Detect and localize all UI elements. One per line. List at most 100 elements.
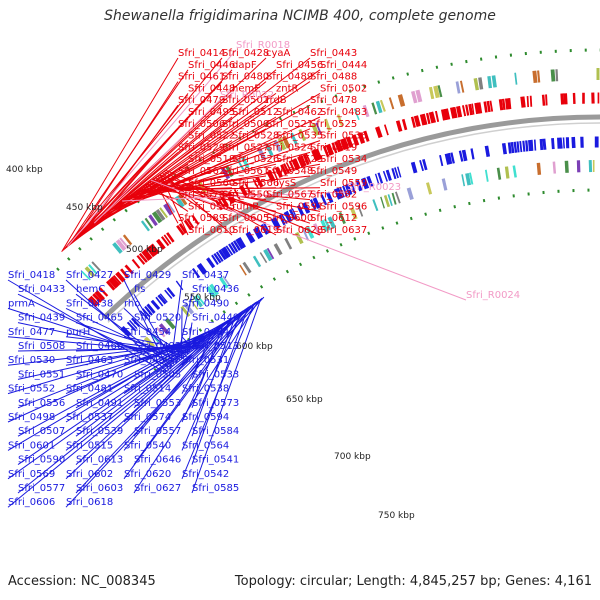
forward-gene-arrow	[322, 145, 330, 157]
reverse-gene-label: Sfri_0613	[76, 455, 123, 466]
reverse-gene-label: Sfri_0498	[8, 412, 55, 423]
backbone-inner	[107, 122, 600, 323]
forward-gene-arrow	[233, 189, 241, 200]
cog-category-block	[394, 191, 401, 204]
forward-gene-label: Sfri_0565	[188, 201, 235, 212]
cog-category-block	[193, 295, 203, 308]
forward-gene-arrow	[357, 132, 366, 144]
forward-gene-arrow	[252, 178, 260, 190]
reverse-gene-arrow	[377, 172, 384, 184]
forward-gene-arrow	[285, 162, 293, 173]
leader-line	[17, 337, 207, 380]
forward-gene-label: Sfri_0591	[276, 201, 323, 212]
reverse-gene-arrow	[122, 326, 132, 335]
cog-category-block	[91, 261, 101, 272]
scale-tick-label: 450 kbp	[66, 203, 103, 213]
outer-dot-ring	[56, 48, 600, 271]
reverse-gene-label: Sfri_0538	[182, 384, 229, 395]
scale-tick-label: 650 kbp	[286, 395, 323, 405]
cog-category-block	[313, 223, 322, 236]
cog-category-block	[219, 276, 229, 289]
reverse-gene-arrow	[191, 267, 201, 279]
leader-line	[73, 81, 179, 241]
leader-line	[181, 311, 243, 451]
leader-line	[7, 306, 250, 480]
forward-gene-arrow	[92, 293, 103, 303]
forward-gene-arrow	[112, 274, 122, 285]
reverse-gene-label: Sfri_0573	[192, 398, 239, 409]
reverse-gene-label: Sfri_0574	[124, 412, 171, 423]
reverse-gene-label: Sfri_0603	[76, 483, 123, 494]
rna-label: Sfri_R0018	[236, 40, 290, 51]
leader-line	[100, 128, 223, 218]
forward-gene-arrow	[178, 223, 188, 234]
reverse-gene-arrow	[223, 246, 231, 258]
cog-category-block	[338, 212, 346, 225]
forward-gene-arrow	[269, 170, 276, 181]
forward-gene-arrow	[163, 234, 172, 245]
leader-line	[65, 313, 239, 451]
reverse-gene-label: Sfri_0460	[76, 341, 123, 352]
forward-gene-arrow	[452, 106, 458, 119]
forward-gene-arrow	[282, 163, 290, 175]
reverse-gene-label: Sfri_0530	[8, 355, 55, 366]
leader-line	[165, 169, 321, 236]
forward-gene-arrow	[160, 236, 170, 247]
leader-line	[146, 182, 189, 212]
forward-gene-arrow	[299, 155, 307, 167]
cog-category-block	[372, 199, 379, 212]
forward-gene-label: Sfri_0596	[320, 201, 367, 212]
cog-category-block	[441, 178, 448, 191]
forward-gene-label: Sfri_0548	[266, 166, 313, 177]
reverse-gene-arrow	[230, 241, 239, 253]
forward-gene-arrow	[425, 112, 431, 125]
reverse-gene-label: Sfri_0497	[124, 355, 171, 366]
forward-gene-label: Sfri_0524	[266, 142, 313, 153]
cog-category-block	[397, 94, 406, 107]
forward-gene-label: Sfri_0506	[178, 119, 225, 130]
forward-gene-label: Sfri_0518	[188, 154, 235, 165]
cog-category-block	[155, 326, 166, 338]
reverse-gene-label: Sfri_0542	[182, 469, 229, 480]
forward-gene-arrow	[176, 224, 185, 236]
forward-gene-arrow	[520, 96, 526, 108]
cog-category-block	[242, 261, 252, 274]
forward-gene-label: Sfri_0488	[310, 72, 357, 83]
forward-gene-label: dapF	[232, 60, 257, 71]
leader-line	[191, 334, 212, 380]
reverse-gene-label: Sfri_0449	[192, 313, 239, 324]
reverse-gene-arrow	[141, 308, 151, 318]
cog-category-block	[140, 220, 150, 232]
leader-line	[17, 319, 231, 437]
forward-gene-label: Sfri_0456	[276, 60, 323, 71]
leader-line	[7, 297, 263, 508]
leader-line	[120, 163, 233, 203]
cog-category-block	[164, 317, 176, 330]
reverse-gene-label: Sfri_0540	[124, 440, 171, 451]
forward-gene-arrow	[138, 252, 148, 263]
scale-tick-label: 400 kbp	[6, 165, 43, 175]
reverse-gene-label: Sfri_0606	[8, 497, 55, 508]
forward-gene-label: Sfri_0500	[222, 119, 269, 130]
reverse-gene-label: Sfri_0492	[134, 341, 181, 352]
reverse-gene-label: Sfri_0481	[66, 384, 113, 395]
forward-gene-arrow	[166, 232, 175, 243]
reverse-gene-label: Sfri_0418	[8, 270, 55, 281]
forward-gene-label: Sfri_0489	[266, 72, 313, 83]
reverse-gene-arrow	[325, 191, 334, 204]
leader-line	[149, 180, 277, 212]
forward-gene-arrow	[331, 142, 338, 154]
reverse-gene-arrow	[238, 237, 246, 248]
reverse-gene-label: Sfri_0646	[134, 455, 181, 466]
reverse-gene-label: Sfri_0539	[76, 426, 123, 437]
cog-category-block	[362, 104, 370, 118]
forward-gene-label: Sfri_0628	[276, 225, 323, 236]
forward-gene-arrow	[468, 103, 474, 116]
cog-category-block	[324, 118, 331, 131]
leader-line	[17, 310, 244, 466]
forward-gene-label: Sfri_0549	[310, 166, 357, 177]
reverse-gene-arrow	[450, 152, 455, 164]
cog-category-block	[115, 239, 127, 251]
forward-gene-label: Sfri_0495	[188, 107, 235, 118]
reverse-gene-arrow	[447, 152, 453, 165]
